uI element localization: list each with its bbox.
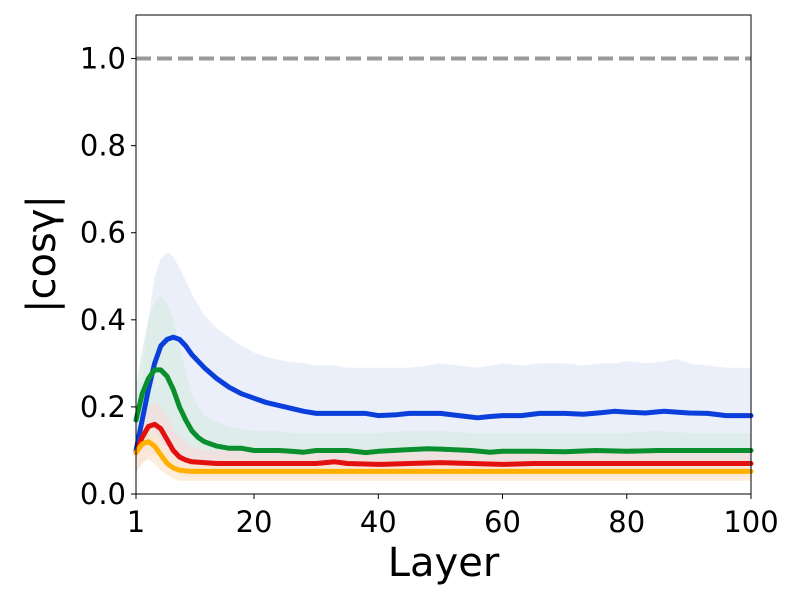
series-lines	[133, 334, 754, 474]
band-series-1	[136, 252, 751, 473]
x-tick-label: 60	[484, 505, 521, 539]
y-axis-ticks: 0.0 0.2 0.4 0.6 0.8 1.0	[80, 42, 136, 511]
y-tick-label: 1.0	[80, 42, 126, 76]
confidence-bands	[136, 252, 751, 481]
plot-frame	[135, 14, 752, 495]
y-tick-label: 0.0	[80, 477, 126, 511]
y-tick-label: 0.6	[80, 216, 126, 250]
line-series-2	[133, 367, 754, 456]
line-series-3	[133, 421, 754, 467]
x-tick-label: 80	[608, 505, 645, 539]
line-series-4	[133, 439, 754, 474]
x-tick-label: 20	[236, 505, 273, 539]
y-tick-label: 0.2	[80, 390, 126, 424]
y-tick-label: 0.8	[80, 129, 126, 163]
x-tick-label: 1	[127, 505, 145, 539]
x-tick-label: 100	[723, 505, 778, 539]
x-axis-title: Layer	[388, 540, 500, 586]
y-axis-title: |cosγ|	[19, 195, 65, 313]
x-axis-ticks: 1 20 40 60 80 100	[127, 494, 779, 539]
x-tick-label: 40	[360, 505, 397, 539]
band-series-3	[136, 402, 751, 477]
band-series-4	[136, 426, 751, 481]
line-series-1	[133, 334, 754, 453]
y-tick-label: 0.4	[80, 303, 126, 337]
